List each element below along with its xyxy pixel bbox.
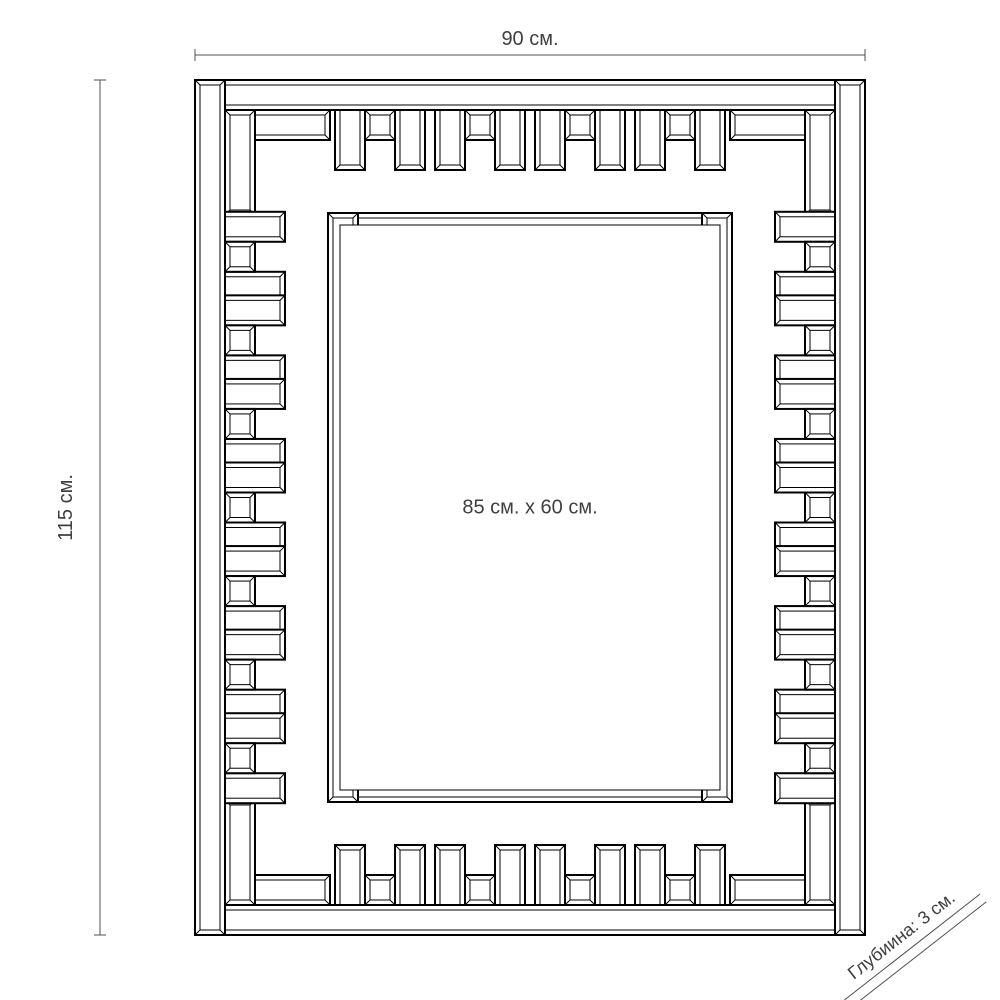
dim-width: 90 см. bbox=[195, 28, 865, 61]
mirror-frame-drawing: 90 см. 115 см. 85 см. x 60 см. Глубиина:… bbox=[0, 0, 1000, 1000]
width-label: 90 см. bbox=[501, 28, 558, 50]
height-label: 115 см. bbox=[55, 474, 77, 541]
inner-dim-label: 85 см. x 60 см. bbox=[462, 497, 597, 519]
dim-height: 115 см. bbox=[55, 80, 106, 935]
